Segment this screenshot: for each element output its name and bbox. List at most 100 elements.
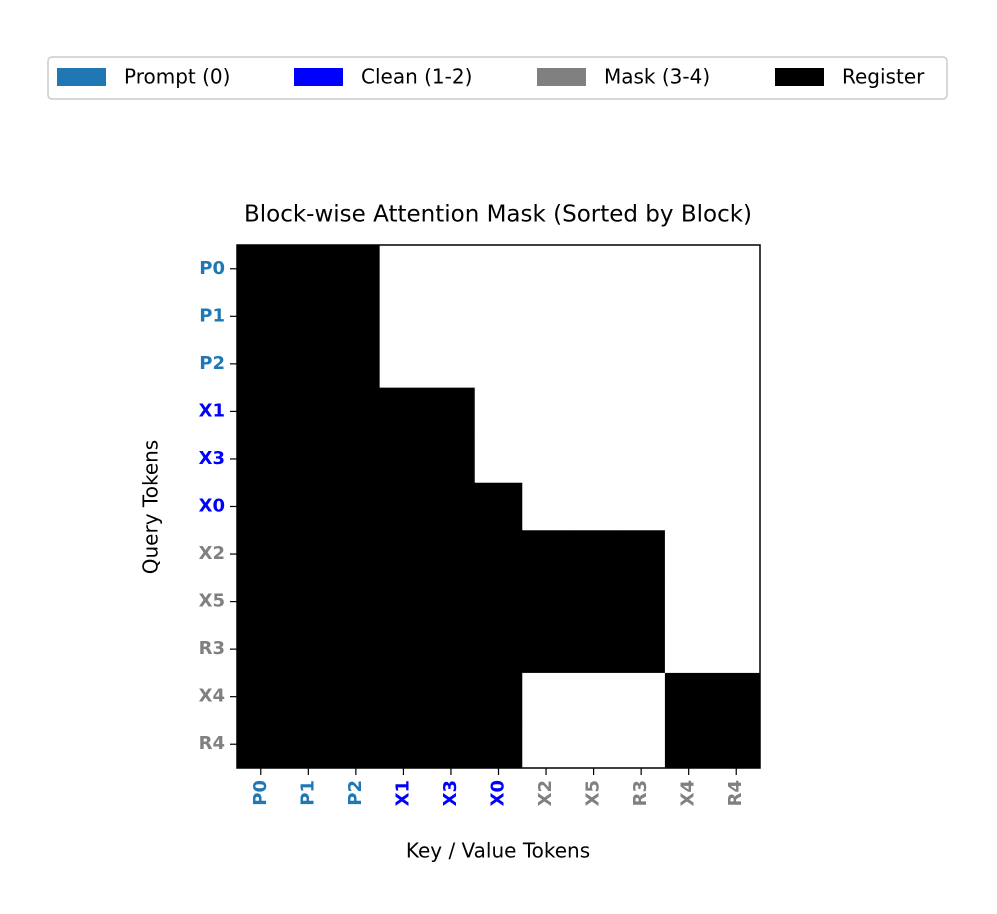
cell — [474, 672, 523, 721]
cell — [284, 482, 333, 531]
cell — [427, 720, 476, 769]
y-tick-label: X5 — [199, 591, 225, 612]
cell — [237, 672, 286, 721]
cell — [237, 625, 286, 674]
cell — [664, 720, 713, 769]
cell — [569, 625, 618, 674]
cell — [427, 482, 476, 531]
cell — [237, 530, 286, 579]
cell — [617, 577, 666, 626]
cell — [664, 340, 713, 389]
cell — [284, 625, 333, 674]
cell — [522, 672, 571, 721]
cell — [332, 530, 381, 579]
cell — [284, 577, 333, 626]
cell — [617, 387, 666, 436]
cell — [617, 435, 666, 484]
cell — [237, 435, 286, 484]
cell — [237, 292, 286, 341]
cell — [284, 245, 333, 294]
y-axis-label: Query Tokens — [139, 440, 163, 574]
cell — [617, 245, 666, 294]
cell — [664, 435, 713, 484]
x-tick-label: X3 — [440, 780, 461, 806]
y-tick-label: X3 — [199, 448, 225, 469]
cell — [474, 720, 523, 769]
cell — [284, 435, 333, 484]
cell — [427, 292, 476, 341]
cell — [379, 292, 428, 341]
cell — [712, 720, 761, 769]
cell — [522, 530, 571, 579]
cell — [712, 482, 761, 531]
cell — [712, 530, 761, 579]
cell — [332, 435, 381, 484]
cell — [379, 435, 428, 484]
cell — [379, 482, 428, 531]
legend-swatch — [57, 68, 106, 86]
cell — [569, 435, 618, 484]
cell — [427, 245, 476, 294]
cell — [474, 245, 523, 294]
cell — [617, 672, 666, 721]
legend-label: Mask (3-4) — [604, 65, 710, 89]
x-tick-label: X1 — [392, 780, 413, 806]
cell — [522, 577, 571, 626]
cell — [664, 625, 713, 674]
cell — [237, 245, 286, 294]
cell — [474, 530, 523, 579]
cell — [664, 530, 713, 579]
cell — [237, 340, 286, 389]
cell — [332, 245, 381, 294]
x-tick-label: X4 — [678, 780, 699, 806]
cell — [522, 625, 571, 674]
cell — [569, 720, 618, 769]
cell — [474, 435, 523, 484]
cell — [474, 625, 523, 674]
cell — [332, 292, 381, 341]
cell — [522, 245, 571, 294]
y-tick-label: X2 — [199, 543, 225, 564]
cell — [332, 720, 381, 769]
cell — [712, 625, 761, 674]
cell — [332, 482, 381, 531]
y-tick-label: P2 — [199, 353, 225, 374]
x-tick-label: P1 — [297, 780, 318, 806]
y-tick-label: R4 — [199, 733, 225, 754]
cell — [522, 482, 571, 531]
cell — [569, 387, 618, 436]
cell — [284, 530, 333, 579]
cell — [664, 387, 713, 436]
cell — [569, 482, 618, 531]
cell — [664, 672, 713, 721]
cell — [569, 672, 618, 721]
cell — [379, 672, 428, 721]
cell — [237, 482, 286, 531]
x-tick-label: X2 — [535, 780, 556, 806]
cell — [712, 340, 761, 389]
cell — [332, 577, 381, 626]
cell — [284, 720, 333, 769]
cell — [379, 577, 428, 626]
legend-swatch — [775, 68, 824, 86]
cell — [569, 292, 618, 341]
cell — [332, 387, 381, 436]
cell — [379, 245, 428, 294]
cell — [284, 672, 333, 721]
cell — [474, 387, 523, 436]
chart-title: Block-wise Attention Mask (Sorted by Blo… — [244, 202, 752, 228]
legend-label: Register — [842, 65, 925, 89]
cell — [664, 245, 713, 294]
cell — [569, 245, 618, 294]
cell — [237, 577, 286, 626]
cell — [284, 340, 333, 389]
cell — [664, 292, 713, 341]
legend-label: Prompt (0) — [124, 65, 230, 89]
cell — [427, 577, 476, 626]
legend-label: Clean (1-2) — [361, 65, 472, 89]
cell — [617, 530, 666, 579]
cell — [379, 387, 428, 436]
cell — [284, 292, 333, 341]
x-tick-label: X0 — [488, 780, 509, 806]
